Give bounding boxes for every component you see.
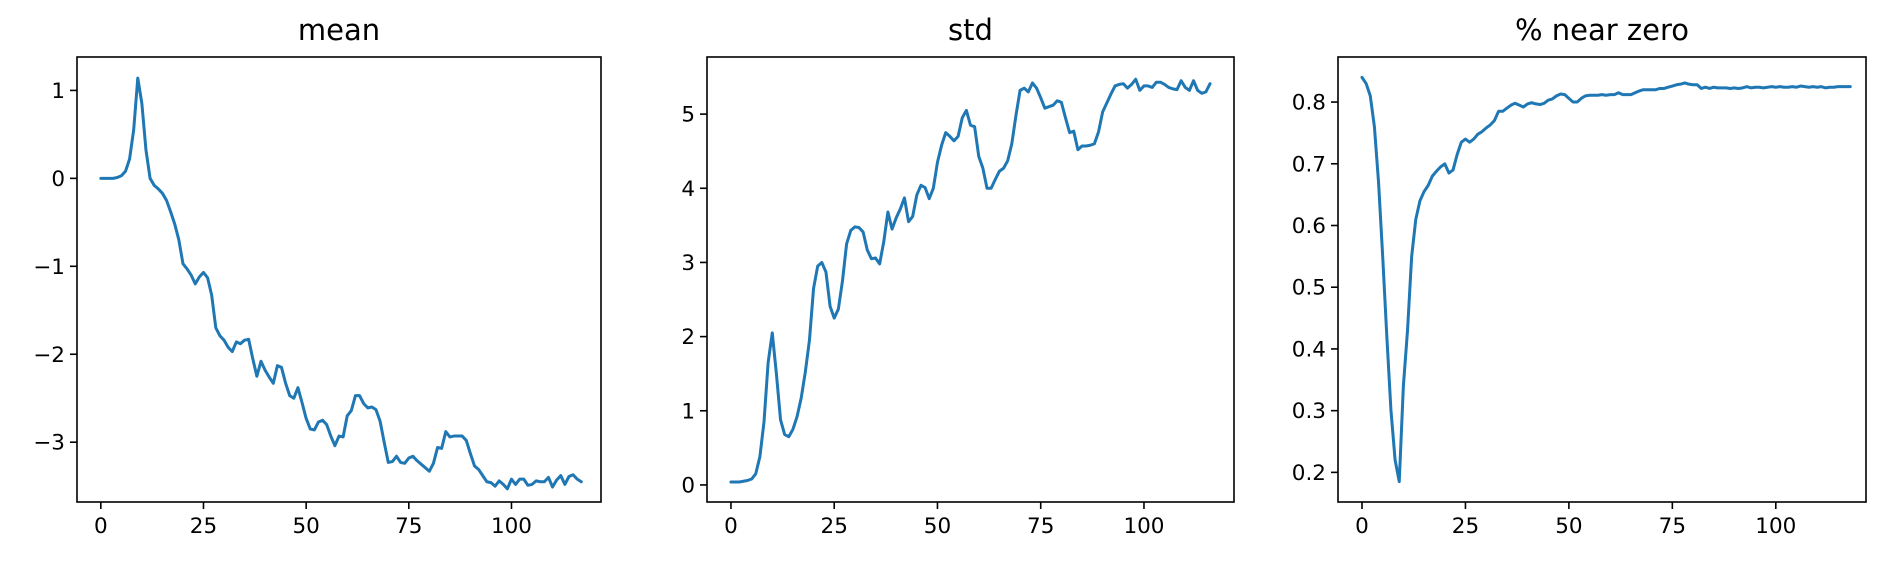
y-tick-label: −2 — [33, 343, 65, 368]
panel-pct-near-zero: % near zero 0 25 50 75 100 0.8 0.7 0.6 0.5 0.4 0.3 0… — [1292, 13, 1867, 539]
x-tick-label: 100 — [491, 514, 532, 539]
y-tick-label: 0.8 — [1292, 91, 1326, 116]
x-tick-label: 50 — [1555, 514, 1582, 539]
y-tick-label: 1 — [681, 399, 695, 424]
x-tick-label: 0 — [724, 514, 738, 539]
x-tick-label: 25 — [1452, 514, 1479, 539]
x-tick-label: 25 — [821, 514, 848, 539]
chart-title: mean — [298, 13, 380, 47]
series-line-mean — [99, 76, 583, 491]
x-tick-label: 100 — [1755, 514, 1796, 539]
series-line-pct-near-zero — [1360, 75, 1852, 484]
x-tick-label: 0 — [1355, 514, 1369, 539]
y-tick-label: 0.3 — [1292, 399, 1326, 424]
axes-frame — [76, 56, 602, 503]
x-tick-label: 0 — [94, 514, 108, 539]
y-tick-label: 5 — [681, 103, 695, 128]
panel-mean: mean 0 25 50 75 100 1 0 −1 −2 −3 — [33, 13, 602, 539]
y-tick-label: 1 — [51, 79, 65, 104]
panel-std: std 0 25 50 75 100 5 4 3 2 1 0 — [681, 13, 1235, 539]
y-tick-label: 0.2 — [1292, 461, 1326, 486]
y-tick-label: 0.7 — [1292, 152, 1326, 177]
chart-title: % near zero — [1515, 13, 1689, 47]
x-tick-label: 25 — [190, 514, 217, 539]
y-tick-label: 0 — [51, 167, 65, 192]
x-tick-label: 100 — [1123, 514, 1164, 539]
y-tick-label: 0.5 — [1292, 276, 1326, 301]
x-tick-label: 50 — [292, 514, 319, 539]
y-tick-label: 0.6 — [1292, 214, 1326, 239]
y-tick-label: −1 — [33, 255, 65, 280]
x-tick-label: 75 — [1027, 514, 1054, 539]
y-tick-label: 2 — [681, 325, 695, 350]
y-tick-label: 3 — [681, 251, 695, 276]
axes-frame — [1337, 56, 1867, 503]
y-tick-label: 0 — [681, 473, 695, 498]
x-tick-label: 75 — [1659, 514, 1686, 539]
y-tick-label: 0.4 — [1292, 337, 1326, 362]
y-tick-label: −3 — [33, 431, 65, 456]
chart-title: std — [948, 13, 993, 47]
y-tick-label: 4 — [681, 177, 695, 202]
x-tick-label: 75 — [395, 514, 422, 539]
x-tick-label: 50 — [924, 514, 951, 539]
series-line-std — [729, 77, 1212, 484]
axes-frame — [706, 56, 1235, 503]
